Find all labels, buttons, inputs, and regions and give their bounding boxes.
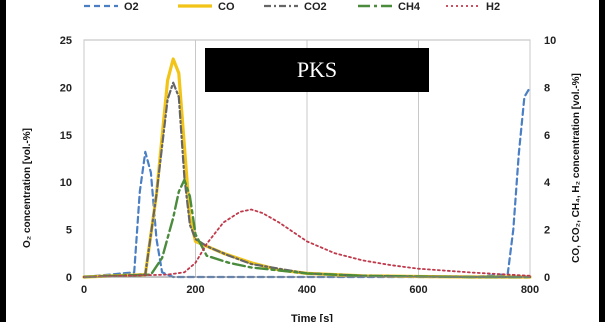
legend-label-ch4: CH4 (398, 1, 421, 13)
legend: O2 CO CO2 CH4 H2 (84, 1, 500, 13)
y-left-tick-label-0: 0 (66, 272, 72, 284)
y-left-tick-label-25: 25 (60, 35, 72, 47)
y-right-tick-label-2: 2 (544, 225, 550, 237)
y-right-tick-label-4: 4 (544, 177, 551, 189)
legend-label-o2: O2 (124, 1, 139, 13)
y-right-tick-label-6: 6 (544, 130, 550, 142)
chart-title: PKS (297, 57, 337, 82)
y-right-tick-label-8: 8 (544, 82, 550, 94)
legend-label-co2: CO2 (304, 1, 327, 13)
y-left-tick-label-20: 20 (60, 82, 72, 94)
y-left-tick-label-5: 5 (66, 225, 72, 237)
x-tick-label-600: 600 (409, 284, 427, 296)
y-left-tick-label-10: 10 (60, 177, 72, 189)
title-box: PKS (205, 48, 429, 92)
x-axis-label: Time [s] (291, 313, 333, 322)
x-tick-label-400: 400 (298, 284, 316, 296)
chart-svg: O2 CO CO2 CH4 H2 0 200 400 600 800 0 5 10 15 20 25 0 2 4 6… (6, 0, 599, 322)
y-left-tick-label-15: 15 (60, 130, 72, 142)
y-left-axis-label: O₂ concentration [vol.-%] (22, 128, 33, 248)
x-tick-label-800: 800 (521, 284, 539, 296)
x-tick-label-200: 200 (186, 284, 204, 296)
legend-label-co: CO (218, 1, 235, 13)
y-right-axis-label: CO, CO₂, CH₄, H₂ concentration [vol.-%] (571, 73, 582, 263)
chart-panel: O2 CO CO2 CH4 H2 0 200 400 600 800 0 5 10 15 20 25 0 2 4 6… (6, 0, 599, 322)
legend-label-h2: H2 (486, 1, 500, 13)
y-right-tick-label-0: 0 (544, 272, 550, 284)
x-tick-label-0: 0 (81, 284, 87, 296)
y-right-tick-label-10: 10 (544, 35, 556, 47)
